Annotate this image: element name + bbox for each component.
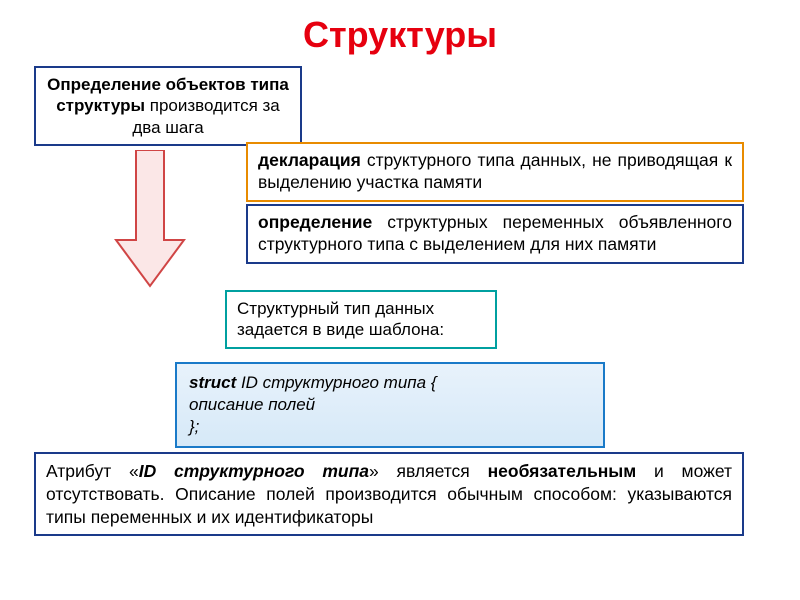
variable-box: определение структурных переменных объяв…: [246, 204, 744, 264]
code-line-2: описание полей: [189, 394, 591, 416]
variable-keyword: определение: [258, 212, 372, 232]
footer-p1: Атрибут «: [46, 461, 139, 481]
footer-p2: » является: [369, 461, 488, 481]
code-line-1: struct ID структурного типа {: [189, 372, 591, 394]
definition-rest: производится за два шага: [132, 96, 279, 136]
template-box: Структурный тип данных задается в виде ш…: [225, 290, 497, 349]
code-line-3: };: [189, 416, 591, 438]
arrow-down-icon: [110, 150, 190, 290]
code-struct-keyword: struct: [189, 373, 236, 392]
declaration-box: декларация структурного типа данных, не …: [246, 142, 744, 202]
page-title: Структуры: [0, 0, 800, 62]
footer-id-quote: ID структурного типа: [139, 461, 369, 481]
code-box: struct ID структурного типа { описание п…: [175, 362, 605, 448]
footer-box: Атрибут «ID структурного типа» является …: [34, 452, 744, 536]
code-line-1-rest: ID структурного типа {: [236, 373, 436, 392]
footer-optional: необязательным: [488, 461, 637, 481]
declaration-keyword: декларация: [258, 150, 361, 170]
definition-box: Определение объектов типа структуры прои…: [34, 66, 302, 146]
